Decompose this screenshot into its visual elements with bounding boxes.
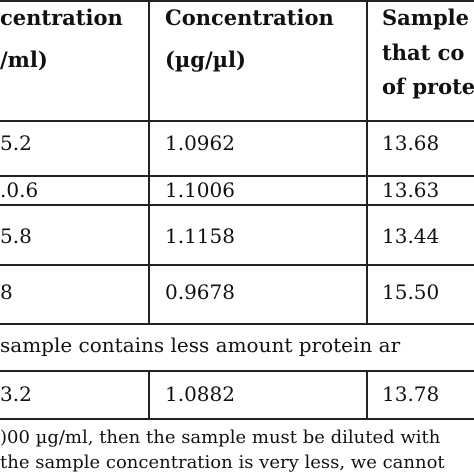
table-cell: 1.0882 [165,382,235,406]
footnote: the sample concentration is very less, w… [0,452,445,473]
table-cell: 15.50 [382,280,440,304]
header-col2-line2: (µg/µl) [165,47,246,72]
header-col3-line2: that co [382,40,465,65]
table-cell: 13.63 [382,178,440,202]
table-bottom-border [0,418,474,420]
row-border [0,370,474,372]
table-cell: 1.0962 [165,131,235,155]
table-cell: 3.2 [0,382,32,406]
table-cell: 0.9678 [165,280,235,304]
row-border [0,264,474,266]
table-top-border [0,0,474,2]
table-cell: 13.78 [382,382,440,406]
row-border [0,323,474,325]
header-bottom-border [0,120,474,122]
table-cell: 8 [0,280,13,304]
table-cell: .0.6 [0,178,39,202]
header-col2-line1: Concentration [165,5,334,30]
spanning-note: sample contains less amount protein ar [0,333,401,357]
footnote: )00 µg/ml, then the sample must be dilut… [0,427,441,448]
row-border [0,175,474,177]
header-col1-line1: centration [0,5,123,30]
table-cell: 1.1158 [165,224,235,248]
row-border [0,204,474,206]
header-col3-line1: Sample [382,5,470,30]
header-col1-line2: /ml) [0,47,48,72]
header-col3-line3: of prote [382,74,474,99]
column-divider [148,0,150,324]
column-divider [366,370,368,419]
table-cell: 1.1006 [165,178,235,202]
table-cell: 5.2 [0,131,32,155]
table-cell: 13.68 [382,131,440,155]
table-cell: 13.44 [382,224,440,248]
column-divider [148,370,150,419]
table-cell: 5.8 [0,224,32,248]
column-divider [366,0,368,324]
